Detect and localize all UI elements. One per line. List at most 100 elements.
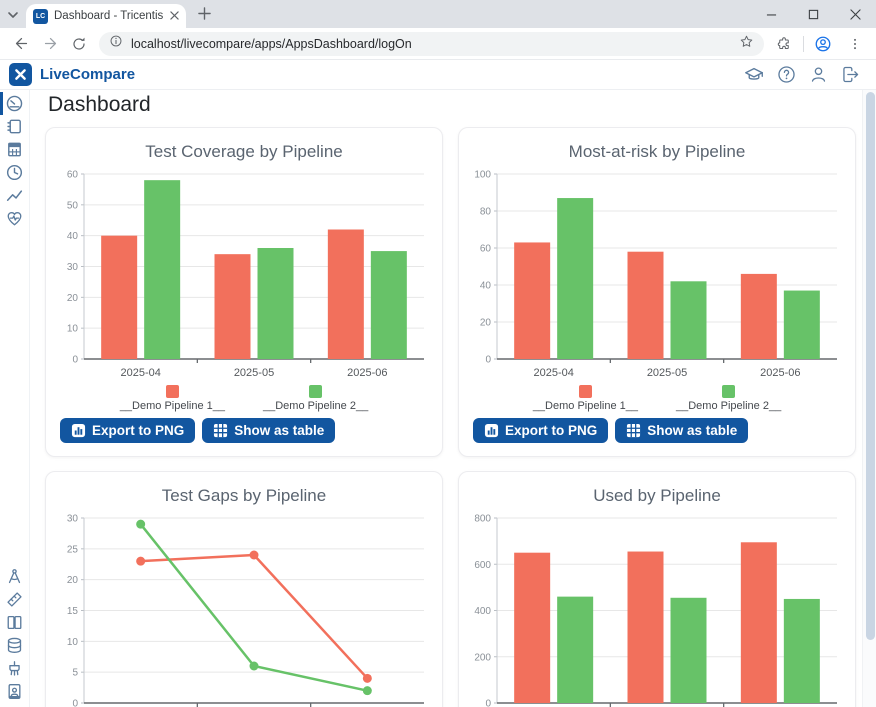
sidebar-item-profile-document[interactable] [0, 680, 29, 703]
svg-text:20: 20 [67, 575, 79, 586]
help-icon[interactable] [776, 64, 797, 85]
legend-item: __Demo Pipeline 1__ [533, 385, 638, 412]
browser-tab[interactable]: LC Dashboard - Tricentis LiveComp [26, 4, 186, 28]
svg-text:80: 80 [480, 207, 492, 218]
legend-swatch [165, 385, 179, 398]
legend-swatch [722, 385, 736, 398]
legend-label: __Demo Pipeline 2__ [676, 400, 782, 412]
url-bar[interactable]: localhost/livecompare/apps/AppsDashboard… [99, 31, 764, 56]
svg-text:200: 200 [474, 652, 491, 663]
legend-label: __Demo Pipeline 1__ [532, 400, 638, 412]
svg-text:30: 30 [67, 514, 79, 525]
svg-text:0: 0 [72, 699, 78, 707]
site-info-icon[interactable] [109, 34, 123, 53]
show-as-table-button[interactable]: Show as table [202, 418, 336, 443]
brand-name: LiveCompare [40, 66, 136, 83]
forward-icon[interactable] [37, 31, 63, 57]
svg-text:0: 0 [72, 355, 78, 366]
sidebar-top-group [0, 92, 29, 230]
svg-text:2025-06: 2025-06 [347, 367, 387, 379]
url-text: localhost/livecompare/apps/AppsDashboard… [131, 36, 412, 51]
svg-text:2025-04: 2025-04 [533, 367, 573, 379]
toolbar-separator [803, 35, 804, 52]
logout-icon[interactable] [840, 64, 861, 85]
maximize-button[interactable] [792, 0, 834, 28]
page-scrollbar[interactable] [862, 90, 876, 707]
new-tab-button[interactable] [198, 7, 211, 25]
export-png-button[interactable]: Export to PNG [473, 418, 609, 443]
extensions-icon[interactable] [771, 31, 797, 57]
sidebar-item-cleanup[interactable] [0, 657, 29, 680]
tab-close-icon[interactable] [170, 7, 179, 25]
sidebar-item-database[interactable] [0, 634, 29, 657]
chart-card-test-coverage: Test Coverage by Pipeline 0 10 20 30 40 50 60 2… [45, 127, 443, 457]
sidebar-item-health[interactable] [0, 207, 29, 230]
svg-text:800: 800 [474, 514, 491, 525]
chart-title: Used by Pipeline [593, 486, 721, 505]
svg-text:60: 60 [480, 244, 492, 255]
tab-search-icon[interactable] [7, 8, 19, 26]
livecompare-logo [9, 63, 32, 86]
toolbar-right [771, 31, 868, 57]
sidebar-item-dashboard[interactable] [0, 92, 29, 115]
svg-text:25: 25 [67, 544, 79, 555]
bar-chart: 0 10 20 30 40 50 60 2025-04 2025-05 2025-06 [60, 168, 430, 383]
sidebar [0, 90, 30, 707]
svg-text:5: 5 [72, 668, 78, 679]
scrollbar-thumb[interactable] [865, 92, 875, 640]
legend-swatch [578, 385, 592, 398]
minimize-button[interactable] [750, 0, 792, 28]
svg-text:40: 40 [480, 281, 492, 292]
svg-text:600: 600 [474, 560, 491, 571]
user-icon[interactable] [808, 64, 829, 85]
app-header: LiveCompare [0, 60, 876, 90]
legend-item: __Demo Pipeline 2__ [676, 385, 781, 412]
svg-text:2025-04: 2025-04 [120, 367, 160, 379]
svg-text:2025-06: 2025-06 [760, 367, 800, 379]
svg-text:10: 10 [67, 324, 79, 335]
header-icons [743, 64, 861, 86]
browser-toolbar: localhost/livecompare/apps/AppsDashboard… [0, 28, 876, 60]
charts-grid: Test Coverage by Pipeline 0 10 20 30 40 50 60 2… [45, 127, 862, 707]
back-icon[interactable] [8, 31, 34, 57]
sidebar-item-notebook[interactable] [0, 115, 29, 138]
chart-legend: __Demo Pipeline 1__ __Demo Pipeline 2__ [473, 385, 841, 412]
svg-text:50: 50 [67, 200, 79, 211]
chart-actions: Export to PNG Show as table [473, 418, 841, 443]
app-body: Dashboard Test Coverage by Pipeline 0 10 2… [0, 90, 876, 707]
export-png-button[interactable]: Export to PNG [60, 418, 196, 443]
learn-icon[interactable] [743, 64, 765, 86]
show-as-table-button[interactable]: Show as table [615, 418, 749, 443]
svg-text:100: 100 [474, 170, 491, 181]
sidebar-item-catalog[interactable] [0, 611, 29, 634]
chart-title: Most-at-risk by Pipeline [568, 142, 746, 161]
sidebar-bottom-group [0, 565, 29, 703]
chart-actions: Export to PNG Show as table [60, 418, 428, 443]
sidebar-item-history[interactable] [0, 161, 29, 184]
sidebar-item-workbench[interactable] [0, 565, 29, 588]
close-window-button[interactable] [834, 0, 876, 28]
app-page: LiveCompare [0, 60, 876, 707]
chart-card-test-gaps: Test Gaps by Pipeline 0510152025302025-0… [45, 471, 443, 707]
sidebar-item-design[interactable] [0, 588, 29, 611]
main-content: Dashboard Test Coverage by Pipeline 0 10 2… [30, 90, 862, 707]
window-controls [750, 0, 876, 28]
sidebar-item-analytics[interactable] [0, 184, 29, 207]
chart-title: Test Coverage by Pipeline [145, 142, 343, 161]
svg-text:400: 400 [474, 606, 491, 617]
svg-text:10: 10 [67, 637, 79, 648]
profile-avatar-icon[interactable] [810, 31, 836, 57]
sidebar-item-reports[interactable] [0, 138, 29, 161]
tab-title: Dashboard - Tricentis LiveComp [54, 10, 164, 22]
bookmark-star-icon[interactable] [739, 34, 754, 54]
browser-menu-icon[interactable] [842, 31, 868, 57]
svg-text:20: 20 [67, 293, 79, 304]
svg-text:2025-05: 2025-05 [647, 367, 687, 379]
page-title: Dashboard [48, 93, 151, 116]
reload-icon[interactable] [66, 31, 92, 57]
svg-text:40: 40 [67, 231, 79, 242]
browser-tabstrip: LC Dashboard - Tricentis LiveComp [0, 0, 876, 28]
